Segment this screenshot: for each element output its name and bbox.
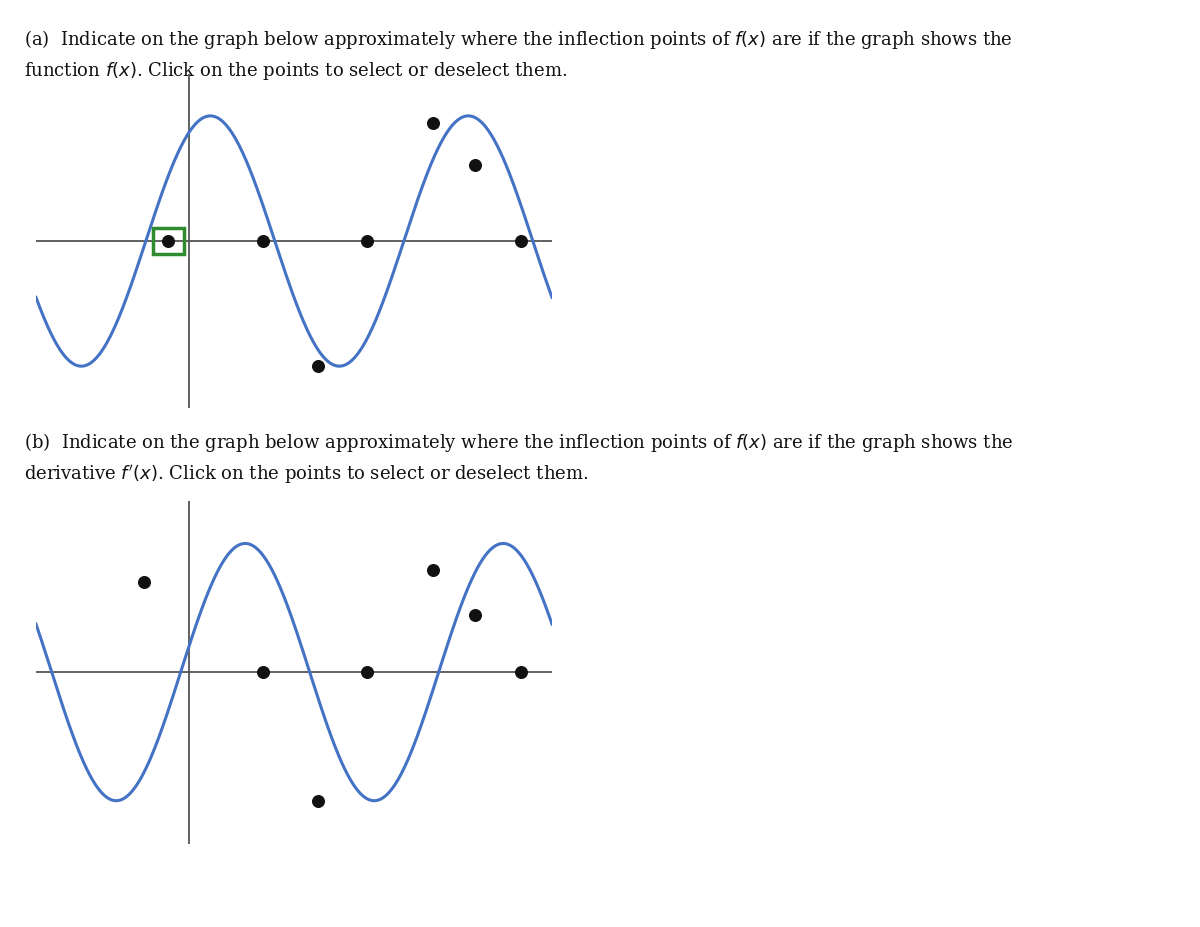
Point	[358, 665, 377, 679]
Point	[253, 665, 272, 679]
Point	[424, 116, 443, 131]
Point	[424, 563, 443, 578]
Point	[308, 359, 328, 374]
Point	[466, 607, 485, 622]
Text: derivative $f'(x)$. Click on the points to select or deselect them.: derivative $f'(x)$. Click on the points …	[24, 464, 588, 487]
Text: (b)  Indicate on the graph below approximately where the inflection points of $f: (b) Indicate on the graph below approxim…	[24, 431, 1014, 454]
Point	[134, 574, 154, 589]
Point	[511, 665, 530, 679]
Text: (a)  Indicate on the graph below approximately where the inflection points of $f: (a) Indicate on the graph below approxim…	[24, 28, 1013, 51]
Point	[253, 234, 272, 248]
Point	[466, 158, 485, 172]
Point	[358, 234, 377, 248]
Point	[158, 234, 178, 248]
Point	[511, 234, 530, 248]
Text: function $f(x)$. Click on the points to select or deselect them.: function $f(x)$. Click on the points to …	[24, 60, 568, 83]
Point	[308, 794, 328, 808]
